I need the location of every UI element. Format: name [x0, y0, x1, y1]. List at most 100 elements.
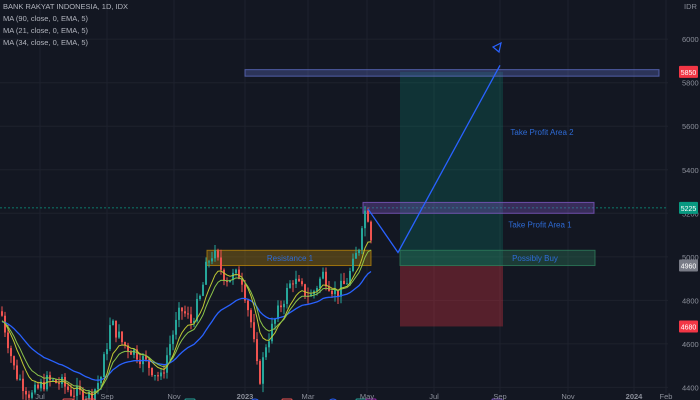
candle-body[interactable] [22, 378, 24, 392]
candle-body[interactable] [181, 307, 183, 312]
candle-body[interactable] [16, 365, 18, 380]
candle-body[interactable] [58, 383, 60, 385]
candle-body[interactable] [184, 311, 186, 314]
candle-body[interactable] [88, 392, 90, 400]
candle-body[interactable] [154, 375, 156, 377]
annotations-layer[interactable]: Resistance 1 Possibly Buy Take Profit Area… [267, 41, 574, 263]
earnings-badge[interactable] [355, 398, 367, 400]
candle-body[interactable] [274, 319, 276, 324]
candle-body[interactable] [337, 289, 339, 297]
price-marker[interactable] [679, 201, 698, 214]
candle-body[interactable] [139, 359, 141, 365]
candle-body[interactable] [241, 279, 243, 285]
candle-body[interactable] [364, 210, 366, 229]
candle-body[interactable] [322, 271, 324, 279]
candle-body[interactable] [196, 298, 198, 322]
earnings-badge[interactable] [491, 398, 503, 400]
candle-body[interactable] [265, 347, 267, 358]
candle-body[interactable] [31, 392, 33, 398]
candle-body[interactable] [37, 384, 39, 389]
candle-body[interactable] [79, 385, 81, 390]
candle-body[interactable] [343, 280, 345, 285]
candle-body[interactable] [334, 289, 336, 295]
candle-body[interactable] [244, 284, 246, 301]
candle-body[interactable] [223, 269, 225, 281]
zone-box[interactable] [399, 249, 596, 267]
candle-body[interactable] [67, 386, 69, 390]
candle-body[interactable] [316, 288, 318, 292]
price-marker[interactable] [679, 259, 698, 272]
candle-body[interactable] [148, 359, 150, 368]
candle-body[interactable] [112, 320, 114, 326]
projection-path[interactable] [367, 64, 501, 254]
candle-body[interactable] [280, 305, 282, 308]
candle-body[interactable] [163, 372, 165, 374]
candle-body[interactable] [133, 349, 135, 355]
candle-body[interactable] [7, 332, 9, 349]
time-axis[interactable]: Jul Sep Nov 2023 Mar May Jul Sep Nov 2024 Feb [35, 392, 672, 400]
candles-layer[interactable] [1, 206, 372, 400]
candle-body[interactable] [115, 320, 117, 338]
candle-body[interactable] [349, 271, 351, 284]
price-axis[interactable]: 4400460048005000520054005600580060005850… [679, 35, 699, 392]
candle-body[interactable] [238, 269, 240, 280]
candle-body[interactable] [286, 287, 288, 304]
candle-body[interactable] [232, 272, 234, 281]
candle-body[interactable] [352, 258, 354, 272]
candle-body[interactable] [13, 356, 15, 366]
candle-body[interactable] [28, 394, 30, 398]
candle-body[interactable] [292, 283, 294, 285]
candle-body[interactable] [109, 325, 111, 350]
candle-body[interactable] [331, 290, 333, 295]
candle-body[interactable] [235, 269, 237, 273]
candle-body[interactable] [145, 356, 147, 360]
earnings-badge[interactable] [84, 398, 96, 400]
candle-body[interactable] [169, 344, 171, 356]
earnings-badge[interactable] [365, 398, 377, 400]
price-marker[interactable] [679, 65, 698, 78]
candle-body[interactable] [49, 375, 51, 380]
candle-body[interactable] [247, 300, 249, 311]
candle-body[interactable] [205, 261, 207, 285]
candle-body[interactable] [250, 310, 252, 323]
candle-body[interactable] [52, 379, 54, 381]
candle-body[interactable] [25, 391, 27, 395]
candle-body[interactable] [199, 295, 201, 299]
candle-body[interactable] [304, 284, 306, 296]
candle-body[interactable] [193, 321, 195, 323]
earnings-badge[interactable] [184, 398, 196, 400]
candle-body[interactable] [208, 261, 210, 263]
candle-body[interactable] [370, 221, 372, 241]
candle-body[interactable] [226, 280, 228, 283]
candle-body[interactable] [367, 210, 369, 222]
candle-body[interactable] [160, 372, 162, 377]
earnings-badge[interactable] [281, 398, 293, 400]
candle-body[interactable] [151, 367, 153, 376]
candle-body[interactable] [94, 389, 96, 400]
candle-body[interactable] [256, 339, 258, 362]
candle-body[interactable] [157, 375, 159, 377]
candle-body[interactable] [76, 385, 78, 396]
candle-body[interactable] [211, 258, 213, 262]
candle-body[interactable] [217, 250, 219, 258]
candle-body[interactable] [82, 389, 84, 400]
candle-body[interactable] [220, 257, 222, 270]
candle-body[interactable] [190, 314, 192, 323]
candle-body[interactable] [262, 357, 264, 384]
candle-body[interactable] [1, 311, 3, 316]
candle-body[interactable] [34, 384, 36, 393]
candle-body[interactable] [40, 381, 42, 389]
candle-body[interactable] [73, 395, 75, 397]
candle-body[interactable] [10, 348, 12, 357]
zone-box[interactable] [244, 69, 660, 77]
candle-body[interactable] [124, 342, 126, 346]
candle-body[interactable] [103, 354, 105, 378]
candle-body[interactable] [43, 381, 45, 390]
candle-body[interactable] [178, 307, 180, 320]
candle-body[interactable] [283, 303, 285, 308]
candle-body[interactable] [127, 345, 129, 352]
candle-body[interactable] [325, 271, 327, 287]
candle-body[interactable] [214, 250, 216, 259]
price-marker[interactable] [679, 320, 698, 333]
